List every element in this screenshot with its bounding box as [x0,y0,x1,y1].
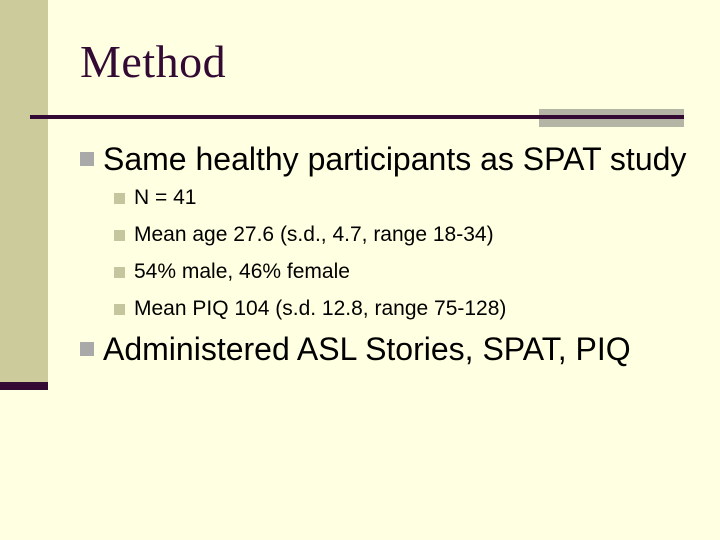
bullet-text: Mean PIQ 104 (s.d. 12.8, range 75-128) [134,297,507,320]
bullet-text: Mean age 27.6 (s.d., 4.7, range 18-34) [134,223,494,246]
square-bullet-icon [114,229,125,241]
square-bullet-icon [114,303,125,315]
square-bullet-icon [80,342,94,356]
bullet-text: N = 41 [134,186,197,209]
square-bullet-icon [114,192,125,204]
sub-bullet-item: N = 41 [0,184,720,212]
bullet-item: Same healthy participants as SPAT study [0,140,720,178]
square-bullet-icon [114,266,125,278]
bullet-text: Administered ASL Stories, SPAT, PIQ [103,330,631,367]
slide-title: Method [80,36,227,87]
sub-bullet-item: Mean PIQ 104 (s.d. 12.8, range 75-128) [0,295,720,323]
bullet-text: 54% male, 46% female [134,260,350,283]
sub-bullet-item: 54% male, 46% female [0,258,720,286]
bullet-text: Same healthy participants as SPAT study [103,140,687,177]
sidebar-band [0,0,48,382]
sub-bullet-item: Mean age 27.6 (s.d., 4.7, range 18-34) [0,221,720,249]
title-rule [30,115,684,119]
square-bullet-icon [80,152,94,166]
bullet-item: Administered ASL Stories, SPAT, PIQ [0,330,720,368]
sidebar-accent-cap [0,382,48,390]
